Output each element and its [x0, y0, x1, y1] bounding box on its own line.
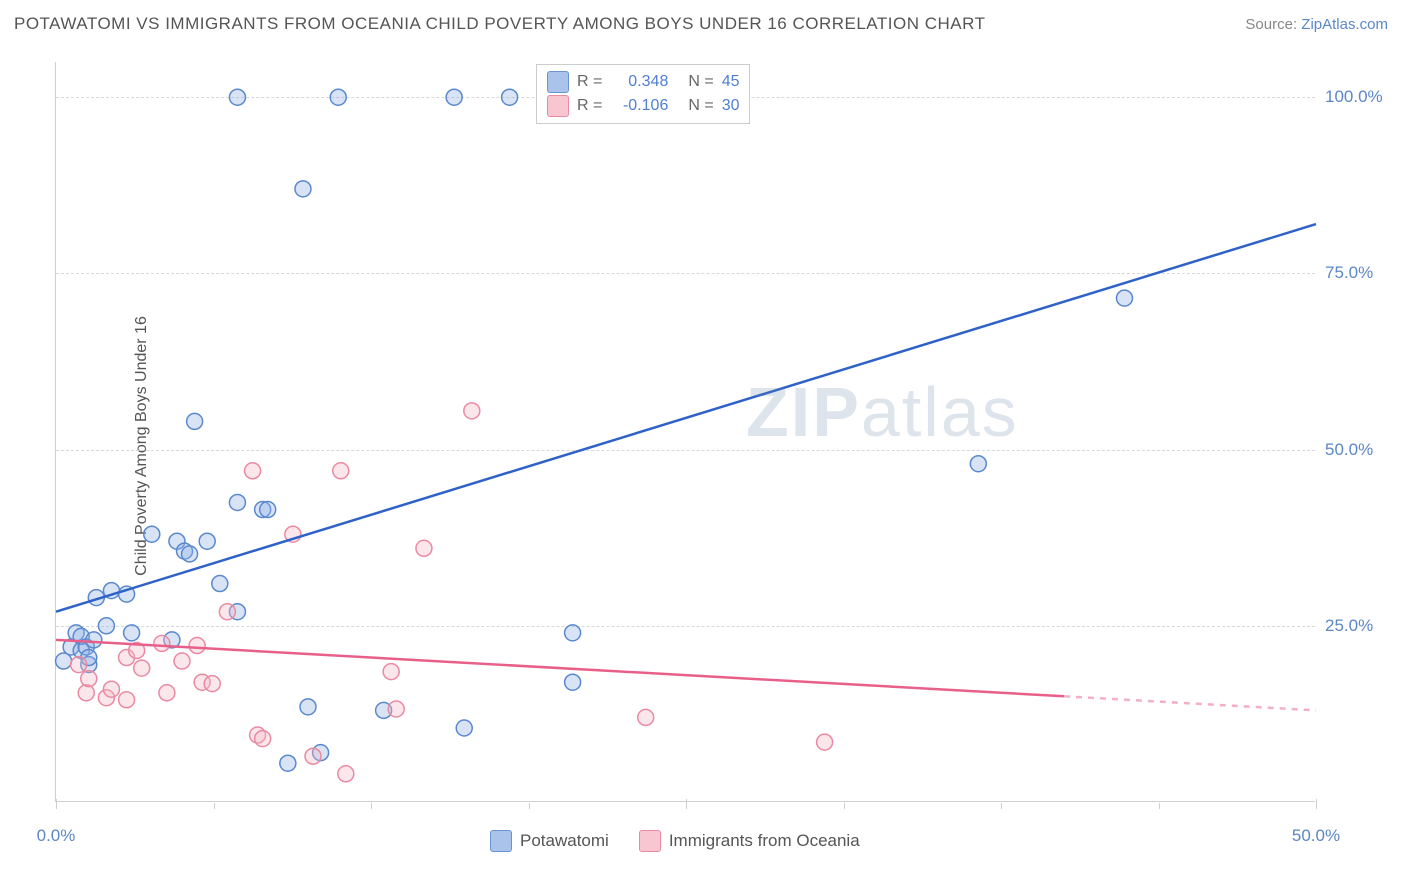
data-point: [219, 604, 235, 620]
data-point: [565, 674, 581, 690]
data-point: [98, 618, 114, 634]
data-point: [187, 413, 203, 429]
r-label: R =: [577, 97, 602, 115]
x-tick: [1316, 799, 1317, 809]
x-tick: [1159, 803, 1160, 809]
data-point: [416, 540, 432, 556]
data-point: [255, 731, 271, 747]
r-label: R =: [577, 73, 602, 91]
source-prefix: Source:: [1245, 16, 1301, 33]
data-point: [159, 685, 175, 701]
data-point: [456, 720, 472, 736]
legend-swatch: [547, 71, 569, 93]
data-point: [103, 681, 119, 697]
data-point: [333, 463, 349, 479]
data-point: [1116, 290, 1132, 306]
x-tick-label: 0.0%: [37, 826, 76, 846]
data-point: [119, 692, 135, 708]
regression-line: [56, 224, 1316, 612]
x-tick: [1001, 803, 1002, 809]
data-point: [245, 463, 261, 479]
source-link[interactable]: ZipAtlas.com: [1301, 16, 1388, 33]
legend-swatch: [547, 95, 569, 117]
data-point: [86, 632, 102, 648]
data-point: [970, 456, 986, 472]
x-tick: [371, 803, 372, 809]
legend-item: Immigrants from Oceania: [639, 830, 860, 852]
data-point: [565, 625, 581, 641]
stats-legend: R = 0.348 N = 45 R = -0.106 N = 30: [536, 64, 750, 124]
data-point: [383, 664, 399, 680]
stats-legend-row: R = -0.106 N = 30: [547, 94, 739, 118]
n-value: 45: [722, 73, 740, 91]
data-point: [229, 89, 245, 105]
data-point: [189, 638, 205, 654]
source-label: Source: ZipAtlas.com: [1245, 16, 1388, 33]
data-point: [229, 494, 245, 510]
y-tick-label: 75.0%: [1325, 263, 1395, 283]
data-point: [502, 89, 518, 105]
series-legend: Potawatomi Immigrants from Oceania: [490, 830, 860, 852]
data-point: [174, 653, 190, 669]
data-point: [464, 403, 480, 419]
n-label: N =: [688, 73, 713, 91]
x-tick: [214, 803, 215, 809]
data-point: [154, 635, 170, 651]
legend-item: Potawatomi: [490, 830, 609, 852]
data-point: [300, 699, 316, 715]
data-point: [212, 576, 228, 592]
data-point: [134, 660, 150, 676]
data-point: [260, 502, 276, 518]
data-point: [638, 709, 654, 725]
legend-label: Potawatomi: [520, 831, 609, 851]
data-point: [124, 625, 140, 641]
x-tick-label: 50.0%: [1292, 826, 1340, 846]
data-point: [71, 657, 87, 673]
y-tick-label: 50.0%: [1325, 440, 1395, 460]
y-tick-label: 100.0%: [1325, 87, 1395, 107]
data-point: [338, 766, 354, 782]
data-point: [81, 671, 97, 687]
chart-title: POTAWATOMI VS IMMIGRANTS FROM OCEANIA CH…: [14, 14, 985, 34]
data-point: [78, 685, 94, 701]
data-point: [446, 89, 462, 105]
data-point: [204, 676, 220, 692]
n-label: N =: [688, 97, 713, 115]
stats-legend-row: R = 0.348 N = 45: [547, 70, 739, 94]
data-point: [295, 181, 311, 197]
y-tick-label: 25.0%: [1325, 616, 1395, 636]
plot-area: 25.0%50.0%75.0%100.0% 0.0%50.0% ZIPatlas…: [55, 62, 1315, 802]
data-point: [330, 89, 346, 105]
n-value: 30: [722, 97, 740, 115]
x-tick: [844, 803, 845, 809]
data-point: [199, 533, 215, 549]
regression-line-dashed: [1064, 696, 1316, 710]
data-point: [817, 734, 833, 750]
r-value: -0.106: [610, 97, 668, 115]
r-value: 0.348: [610, 73, 668, 91]
data-point: [305, 748, 321, 764]
legend-swatch: [639, 830, 661, 852]
data-point: [388, 701, 404, 717]
data-point: [144, 526, 160, 542]
legend-swatch: [490, 830, 512, 852]
data-point: [280, 755, 296, 771]
scatter-svg: [56, 62, 1315, 801]
data-point: [182, 546, 198, 562]
x-tick: [529, 803, 530, 809]
legend-label: Immigrants from Oceania: [669, 831, 860, 851]
